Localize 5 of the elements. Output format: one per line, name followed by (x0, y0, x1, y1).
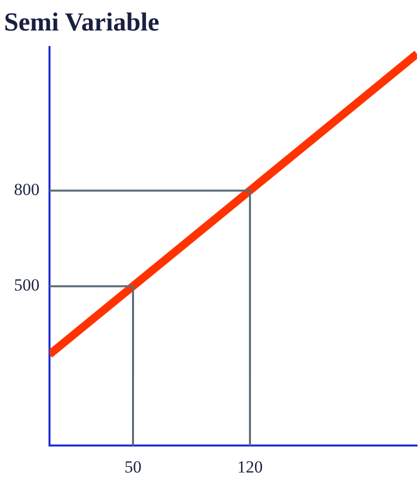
chart-title: Semi Variable (4, 7, 160, 36)
x-tick-label: 50 (124, 457, 142, 476)
y-tick-label: 500 (14, 276, 40, 295)
x-tick-label: 120 (237, 457, 263, 476)
y-tick-label: 800 (14, 180, 40, 200)
